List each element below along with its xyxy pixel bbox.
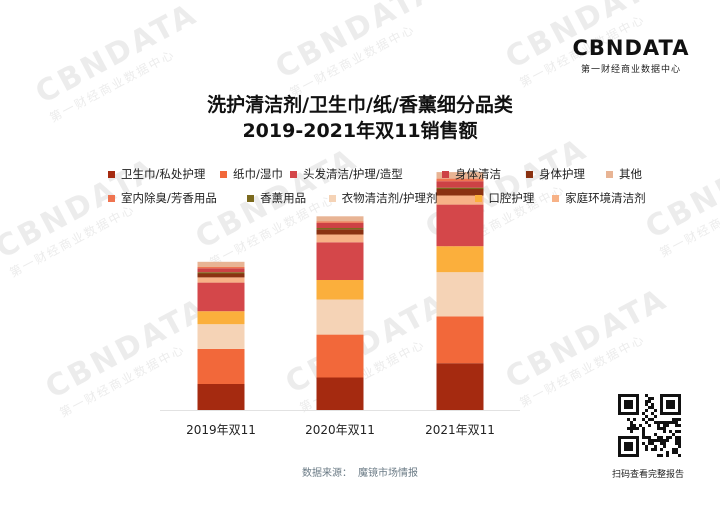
bar-segment bbox=[316, 299, 364, 335]
legend-swatch bbox=[247, 194, 255, 202]
legend-swatch bbox=[328, 194, 336, 202]
legend-swatch bbox=[442, 170, 449, 178]
bar-segment bbox=[436, 272, 484, 317]
bar-segment bbox=[197, 282, 245, 312]
qr-caption: 扫码查看完整报告 bbox=[611, 470, 684, 480]
bar-segment bbox=[316, 280, 364, 300]
bar-segment bbox=[197, 348, 245, 384]
legend-label: 家庭环境清洁剂 bbox=[565, 191, 646, 205]
bar-segment bbox=[197, 277, 245, 283]
legend-label: 纸巾/湿巾 bbox=[233, 167, 283, 181]
bar-segment bbox=[316, 228, 364, 230]
chart-title: 洗护清洁剂/卫生巾/纸/香薰细分品类 bbox=[207, 94, 513, 116]
legend-swatch bbox=[290, 170, 297, 178]
legend-swatch bbox=[108, 170, 115, 178]
bar-segment bbox=[436, 363, 484, 410]
bar-segment bbox=[316, 222, 364, 228]
bar-segment bbox=[197, 267, 245, 269]
legend-swatch bbox=[220, 170, 227, 178]
legend-label: 身体护理 bbox=[539, 167, 585, 181]
bar-segment bbox=[316, 377, 364, 410]
bar-segment bbox=[197, 324, 245, 349]
bar-segment bbox=[197, 268, 245, 273]
bar-segment bbox=[316, 242, 364, 280]
bar-segment bbox=[436, 181, 484, 188]
source-value: 魔镜市场情报 bbox=[358, 468, 418, 479]
bar-segment bbox=[197, 261, 245, 267]
bar-segment bbox=[436, 189, 484, 196]
bar-segment bbox=[316, 216, 364, 222]
bar-segment bbox=[316, 229, 364, 235]
logo-subtitle: 第一财经商业数据中心 bbox=[580, 65, 681, 75]
legend-row: 室内除臭/芳香用品 香薰用品 衣物清洁剂/护理剂 口腔护理 家庭环境清洁剂 bbox=[108, 186, 648, 210]
bar-segment bbox=[436, 178, 484, 182]
legend-swatch bbox=[108, 194, 115, 202]
legend-swatch bbox=[526, 170, 533, 178]
bar-segment bbox=[316, 334, 364, 378]
bar-segment bbox=[436, 204, 484, 247]
legend-item: 室内除臭/芳香用品 bbox=[108, 190, 247, 206]
legend-item: 其他 bbox=[606, 166, 646, 182]
data-source: 数据来源： 魔镜市场情报 bbox=[0, 464, 720, 479]
legend-label: 其他 bbox=[619, 167, 642, 181]
legend-item: 家庭环境清洁剂 bbox=[552, 190, 648, 206]
bar-segment bbox=[436, 246, 484, 273]
bar-segment bbox=[197, 273, 245, 278]
legend-item: 衣物清洁剂/护理剂 bbox=[328, 190, 476, 206]
legend-label: 室内除臭/芳香用品 bbox=[121, 191, 217, 205]
legend-label: 香薰用品 bbox=[260, 191, 307, 205]
legend-item: 身体护理 bbox=[526, 166, 606, 182]
x-tick-label: 2021年双11 bbox=[425, 423, 495, 437]
bar-segment bbox=[436, 172, 484, 179]
bar-segment bbox=[436, 316, 484, 364]
bar-segment bbox=[197, 272, 245, 274]
bar-segment bbox=[436, 195, 484, 205]
legend-item: 卫生巾/私处护理 bbox=[108, 166, 220, 182]
source-label: 数据来源： bbox=[302, 468, 352, 479]
legend-swatch bbox=[552, 194, 560, 202]
legend-row: 卫生巾/私处护理 纸巾/湿巾 头发清洁/护理/造型 身体清洁 身体护理 其他 bbox=[108, 162, 648, 186]
bar-segment bbox=[197, 311, 245, 325]
bar-segment bbox=[316, 221, 364, 223]
logo-name: CBNDATA bbox=[572, 36, 690, 60]
x-tick-label: 2019年双11 bbox=[186, 423, 256, 437]
legend-swatch bbox=[475, 194, 483, 202]
legend-item: 身体清洁 bbox=[442, 166, 526, 182]
bar-segment bbox=[316, 234, 364, 243]
legend-item: 香薰用品 bbox=[247, 190, 329, 206]
legend-item: 头发清洁/护理/造型 bbox=[290, 166, 442, 182]
legend-label: 卫生巾/私处护理 bbox=[121, 167, 206, 181]
qr-code-image[interactable] bbox=[614, 392, 684, 458]
x-tick-label: 2020年双11 bbox=[305, 423, 375, 437]
legend-label: 衣物清洁剂/护理剂 bbox=[341, 191, 438, 205]
chart-legend: 卫生巾/私处护理 纸巾/湿巾 头发清洁/护理/造型 身体清洁 身体护理 其他 室… bbox=[108, 162, 648, 210]
bar-segment bbox=[197, 384, 245, 410]
bar-segment bbox=[436, 187, 484, 189]
legend-swatch bbox=[606, 170, 613, 178]
chart-subtitle: 2019-2021年双11销售额 bbox=[242, 120, 478, 142]
legend-label: 口腔护理 bbox=[488, 191, 535, 205]
legend-label: 身体清洁 bbox=[455, 167, 501, 181]
cbndata-logo: CBNDATA 第一财经商业数据中心 bbox=[572, 36, 690, 75]
legend-item: 纸巾/湿巾 bbox=[220, 166, 290, 182]
legend-label: 头发清洁/护理/造型 bbox=[303, 167, 403, 181]
legend-item: 口腔护理 bbox=[475, 190, 552, 206]
